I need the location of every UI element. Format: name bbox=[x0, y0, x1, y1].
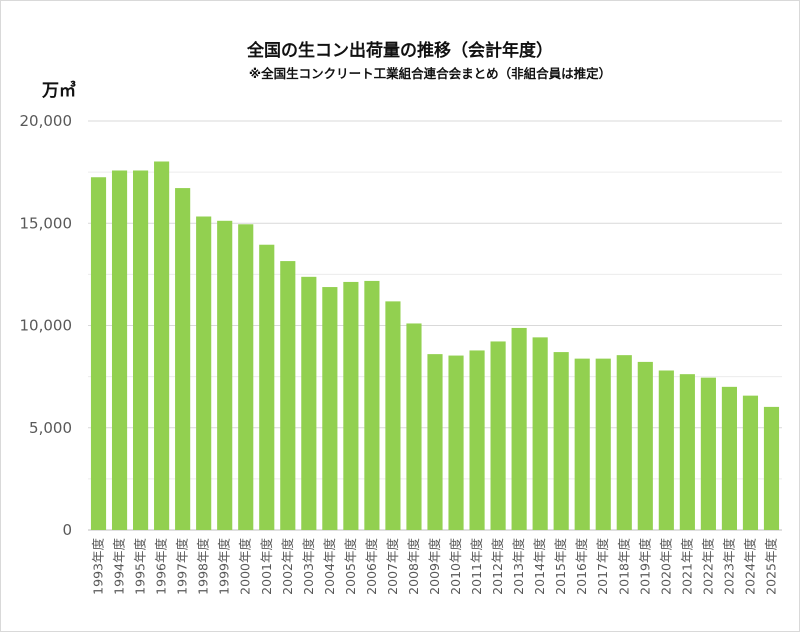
x-tick-label: 2000年度 bbox=[238, 538, 253, 595]
bar bbox=[511, 327, 527, 530]
bar bbox=[742, 395, 759, 530]
bar bbox=[616, 355, 632, 530]
bar bbox=[490, 341, 506, 530]
bar bbox=[448, 355, 464, 530]
bars bbox=[90, 161, 780, 531]
x-tick-label: 2009年度 bbox=[427, 538, 442, 595]
x-tick-label: 2004年度 bbox=[322, 538, 337, 595]
bar bbox=[532, 337, 548, 530]
bar bbox=[133, 170, 149, 530]
bar bbox=[280, 261, 296, 530]
bar bbox=[111, 170, 128, 530]
x-tick-label: 2003年度 bbox=[301, 538, 316, 595]
y-tick-label: 20,000 bbox=[20, 112, 73, 130]
bar bbox=[553, 352, 569, 530]
bar bbox=[301, 276, 317, 530]
x-tick-label: 1994年度 bbox=[112, 538, 127, 595]
x-tick-label: 1997年度 bbox=[175, 538, 190, 595]
bar bbox=[259, 244, 275, 530]
x-tick-label: 2006年度 bbox=[364, 538, 379, 595]
bar bbox=[175, 188, 191, 531]
bar bbox=[574, 358, 590, 530]
bar bbox=[196, 216, 212, 530]
bar bbox=[700, 377, 716, 530]
x-tick-label: 2001年度 bbox=[259, 538, 274, 595]
bar bbox=[343, 281, 359, 530]
x-tick-label: 2021年度 bbox=[679, 538, 694, 595]
x-tick-label: 2017年度 bbox=[595, 538, 610, 595]
x-tick-label: 2016年度 bbox=[574, 538, 589, 595]
y-tick-label: 10,000 bbox=[20, 317, 73, 335]
x-tick-label: 2024年度 bbox=[742, 538, 757, 595]
x-tick-label: 1993年度 bbox=[91, 538, 106, 595]
x-tick-label: 2012年度 bbox=[490, 538, 505, 595]
bar bbox=[763, 406, 780, 530]
bar bbox=[427, 354, 443, 530]
bar bbox=[364, 280, 380, 530]
bar bbox=[154, 161, 170, 530]
bar bbox=[217, 220, 233, 530]
x-tick-label: 2005年度 bbox=[343, 538, 358, 595]
bar bbox=[658, 370, 674, 530]
y-axis-ticks: 0 5,000 10,000 15,000 20,000 bbox=[20, 112, 73, 539]
x-tick-label: 2010年度 bbox=[448, 538, 463, 595]
x-tick-label: 2013年度 bbox=[511, 538, 526, 595]
bar bbox=[238, 224, 254, 530]
bar bbox=[322, 287, 338, 530]
x-axis-ticks: 1993年度 1994年度 1995年度 1996年度 1997年度 1998年度 1999… bbox=[91, 538, 779, 595]
x-tick-label: 2002年度 bbox=[280, 538, 295, 595]
y-tick-label: 15,000 bbox=[20, 214, 73, 232]
x-tick-label: 2007年度 bbox=[385, 538, 400, 595]
bar bbox=[595, 358, 611, 530]
y-tick-label: 5,000 bbox=[29, 419, 72, 437]
bar bbox=[90, 177, 107, 531]
y-axis-unit-label: 万㎥ bbox=[42, 81, 76, 101]
x-tick-label: 1998年度 bbox=[196, 538, 211, 595]
x-tick-label: 2023年度 bbox=[721, 538, 736, 595]
bar bbox=[637, 361, 653, 530]
bar bbox=[721, 386, 737, 530]
x-tick-label: 1995年度 bbox=[133, 538, 148, 595]
chart-subtitle: ※全国生コンクリート工業組合連合会まとめ（非組合員は推定） bbox=[248, 66, 612, 81]
bar bbox=[406, 323, 422, 530]
bar bbox=[679, 374, 695, 530]
x-tick-label: 2022年度 bbox=[700, 538, 715, 595]
x-tick-label: 2020年度 bbox=[658, 538, 673, 595]
bar bbox=[385, 301, 401, 530]
x-tick-label: 1999年度 bbox=[217, 538, 232, 595]
y-tick-label: 0 bbox=[62, 521, 72, 539]
x-tick-label: 2025年度 bbox=[763, 538, 778, 595]
x-tick-label: 2014年度 bbox=[532, 538, 547, 595]
x-tick-label: 2008年度 bbox=[406, 538, 421, 595]
x-tick-label: 2011年度 bbox=[469, 538, 484, 595]
x-tick-label: 2015年度 bbox=[553, 538, 568, 595]
x-tick-label: 2018年度 bbox=[616, 538, 631, 595]
x-tick-label: 1996年度 bbox=[154, 538, 169, 595]
bar bbox=[469, 350, 485, 530]
x-tick-label: 2019年度 bbox=[637, 538, 652, 595]
chart-title: 全国の生コン出荷量の推移（会計年度） bbox=[247, 41, 553, 61]
